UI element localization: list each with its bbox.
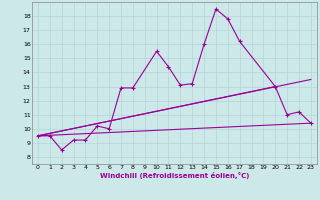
X-axis label: Windchill (Refroidissement éolien,°C): Windchill (Refroidissement éolien,°C)	[100, 172, 249, 179]
